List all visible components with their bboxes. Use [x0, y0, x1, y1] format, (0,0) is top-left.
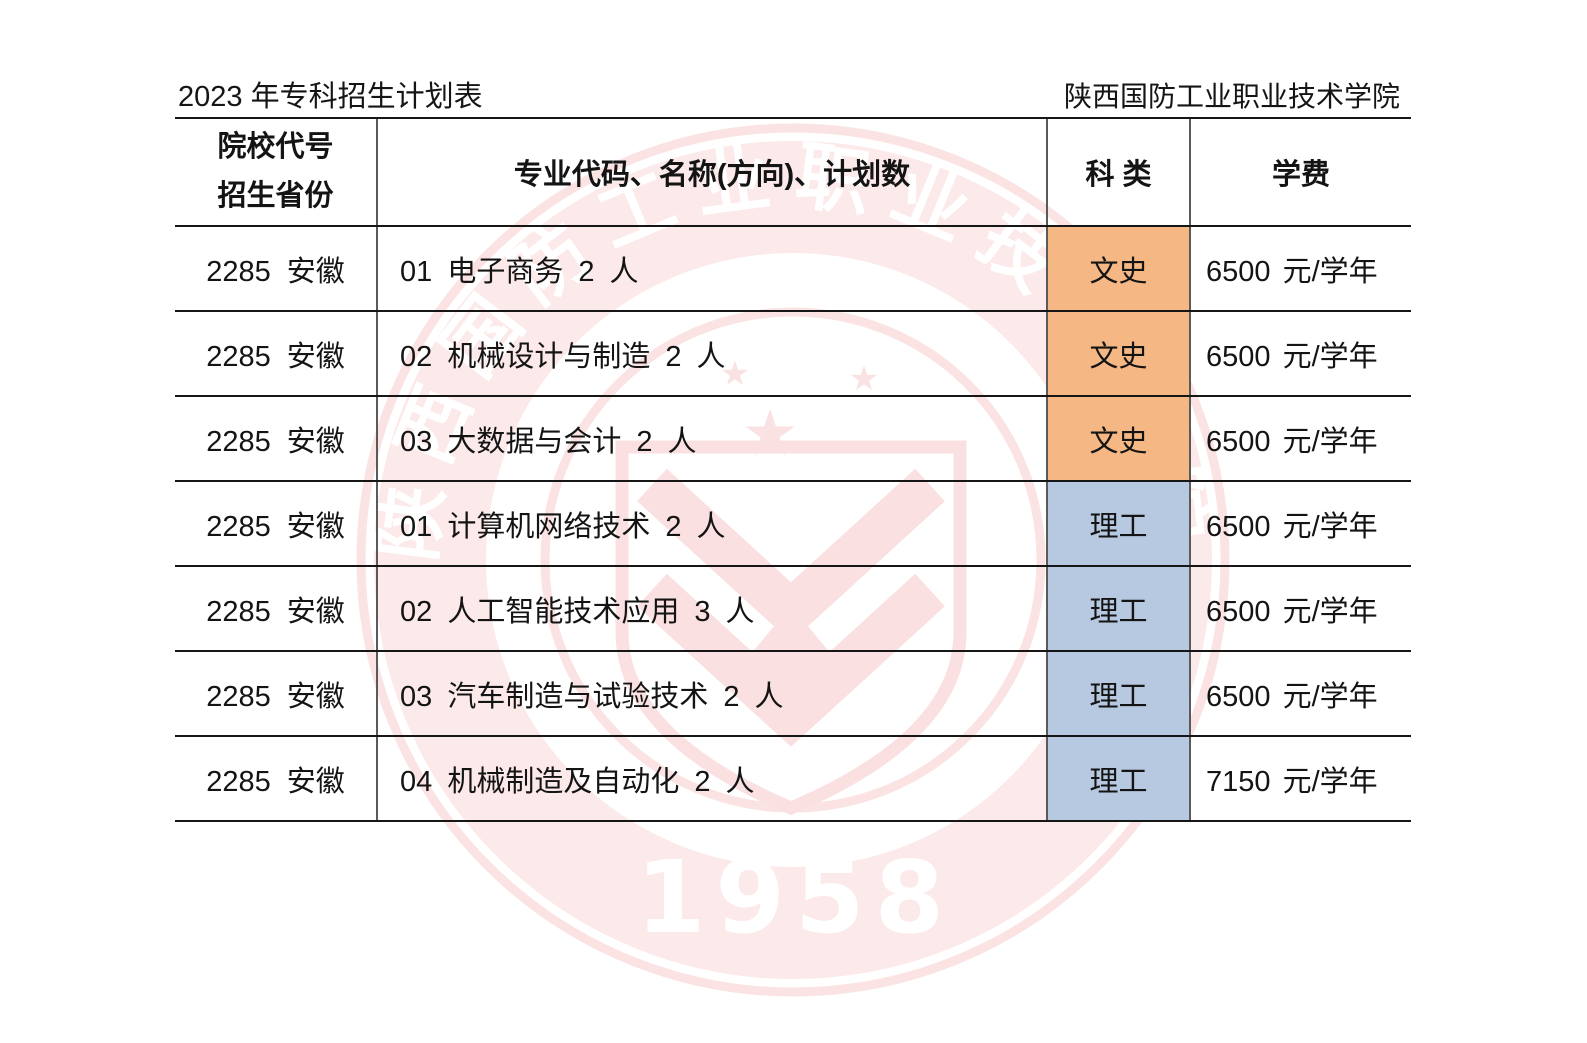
major-cell: 01 计算机网络技术 2 人 [376, 481, 1047, 567]
tuition-cell: 7150 元/学年 [1189, 736, 1411, 822]
tuition-cell: 6500 元/学年 [1189, 396, 1411, 482]
table-header-row: 院校代号 招生省份 专业代码、名称(方向)、计划数 科 类 学费 [175, 117, 1411, 227]
major-cell: 02 机械设计与制造 2 人 [376, 311, 1047, 397]
code-province-cell: 2285 安徽 [175, 651, 377, 737]
code-province-cell: 2285 安徽 [175, 566, 377, 652]
table-row: 2285 安徽 01 电子商务 2 人 文史 6500 元/学年 [175, 226, 1411, 312]
category-cell: 理工 [1046, 566, 1190, 652]
tuition-cell: 6500 元/学年 [1189, 226, 1411, 312]
enrollment-plan-table: 院校代号 招生省份 专业代码、名称(方向)、计划数 科 类 学费 2285 安徽… [175, 117, 1411, 822]
header-major: 专业代码、名称(方向)、计划数 [376, 117, 1047, 227]
major-cell: 03 汽车制造与试验技术 2 人 [376, 651, 1047, 737]
tuition-cell: 6500 元/学年 [1189, 651, 1411, 737]
tuition-cell: 6500 元/学年 [1189, 481, 1411, 567]
table-row: 2285 安徽 02 机械设计与制造 2 人 文史 6500 元/学年 [175, 311, 1411, 397]
code-province-cell: 2285 安徽 [175, 396, 377, 482]
table-row: 2285 安徽 01 计算机网络技术 2 人 理工 6500 元/学年 [175, 481, 1411, 567]
category-cell: 文史 [1046, 396, 1190, 482]
table-row: 2285 安徽 04 机械制造及自动化 2 人 理工 7150 元/学年 [175, 736, 1411, 822]
header-tuition: 学费 [1189, 117, 1411, 227]
category-cell: 文史 [1046, 226, 1190, 312]
category-cell: 理工 [1046, 651, 1190, 737]
code-province-cell: 2285 安徽 [175, 226, 377, 312]
header-code-line: 院校代号 [217, 131, 334, 163]
major-cell: 03 大数据与会计 2 人 [376, 396, 1047, 482]
header-province-line: 招生省份 [217, 180, 334, 212]
tuition-cell: 6500 元/学年 [1189, 311, 1411, 397]
category-cell: 文史 [1046, 311, 1190, 397]
major-cell: 01 电子商务 2 人 [376, 226, 1047, 312]
category-cell: 理工 [1046, 481, 1190, 567]
major-cell: 02 人工智能技术应用 3 人 [376, 566, 1047, 652]
code-province-cell: 2285 安徽 [175, 736, 377, 822]
header-category: 科 类 [1046, 117, 1190, 227]
code-province-cell: 2285 安徽 [175, 481, 377, 567]
page-title: 2023 年专科招生计划表 [178, 81, 483, 113]
table-row: 2285 安徽 03 汽车制造与试验技术 2 人 理工 6500 元/学年 [175, 651, 1411, 737]
school-name-title: 陕西国防工业职业技术学院 [1063, 81, 1400, 112]
category-cell: 理工 [1046, 736, 1190, 822]
code-province-cell: 2285 安徽 [175, 311, 377, 397]
major-cell: 04 机械制造及自动化 2 人 [376, 736, 1047, 822]
header-code-province: 院校代号 招生省份 [175, 117, 377, 227]
tuition-cell: 6500 元/学年 [1189, 566, 1411, 652]
table-row: 2285 安徽 03 大数据与会计 2 人 文史 6500 元/学年 [175, 396, 1411, 482]
seal-year-text: 1958 [636, 839, 954, 956]
table-row: 2285 安徽 02 人工智能技术应用 3 人 理工 6500 元/学年 [175, 566, 1411, 652]
